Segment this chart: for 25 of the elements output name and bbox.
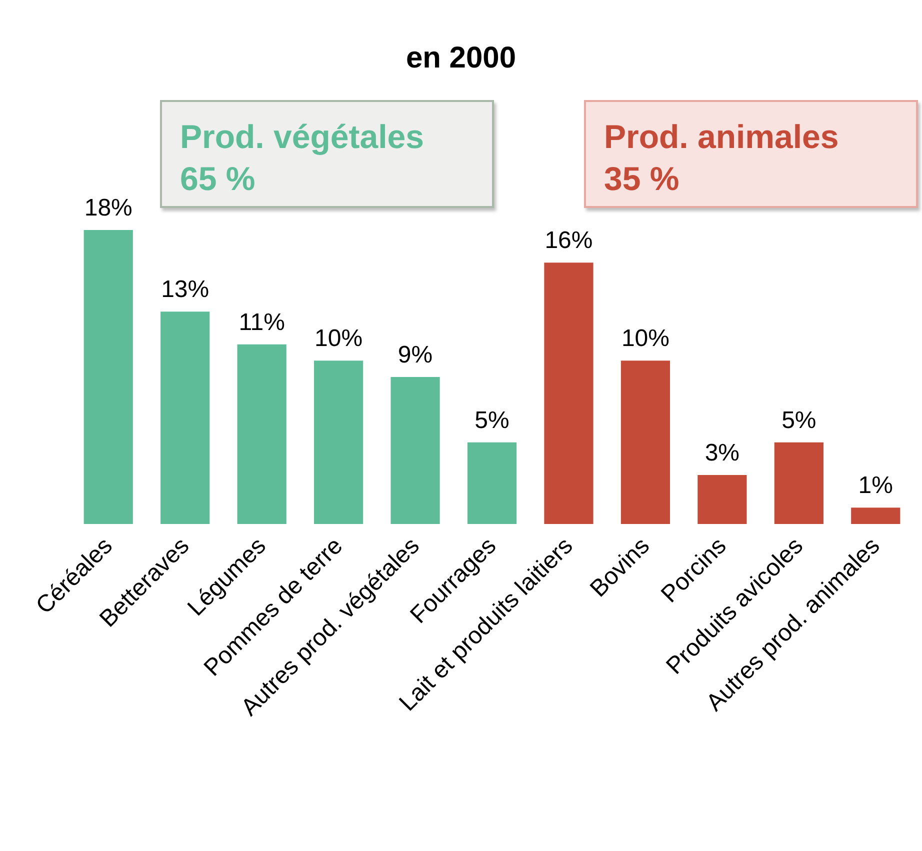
bar: [314, 360, 364, 524]
data-label: 18%: [84, 194, 132, 222]
bar: [160, 312, 210, 524]
data-label: 5%: [782, 406, 816, 434]
data-label: 5%: [474, 406, 510, 434]
data-label: 10%: [621, 325, 670, 352]
data-label: 11%: [238, 308, 285, 336]
data-label: 16%: [544, 227, 593, 254]
chart-title: en 2000: [406, 42, 516, 74]
bar: [390, 377, 440, 524]
data-label: 10%: [314, 325, 363, 352]
text: Prod. animales 35 %: [584, 100, 918, 208]
bar: [698, 475, 747, 524]
bar: [620, 360, 670, 524]
data-label: 9%: [398, 342, 433, 368]
bar: [851, 508, 900, 524]
bar: [237, 344, 286, 524]
data-label: 3%: [704, 440, 740, 466]
data-label: 13%: [161, 276, 210, 304]
bar: [544, 262, 594, 524]
data-label: 1%: [858, 472, 893, 500]
bar: [774, 442, 824, 524]
bar: [84, 230, 133, 524]
text: Prod. végétales 65 %: [160, 100, 494, 208]
bar: [467, 442, 517, 524]
